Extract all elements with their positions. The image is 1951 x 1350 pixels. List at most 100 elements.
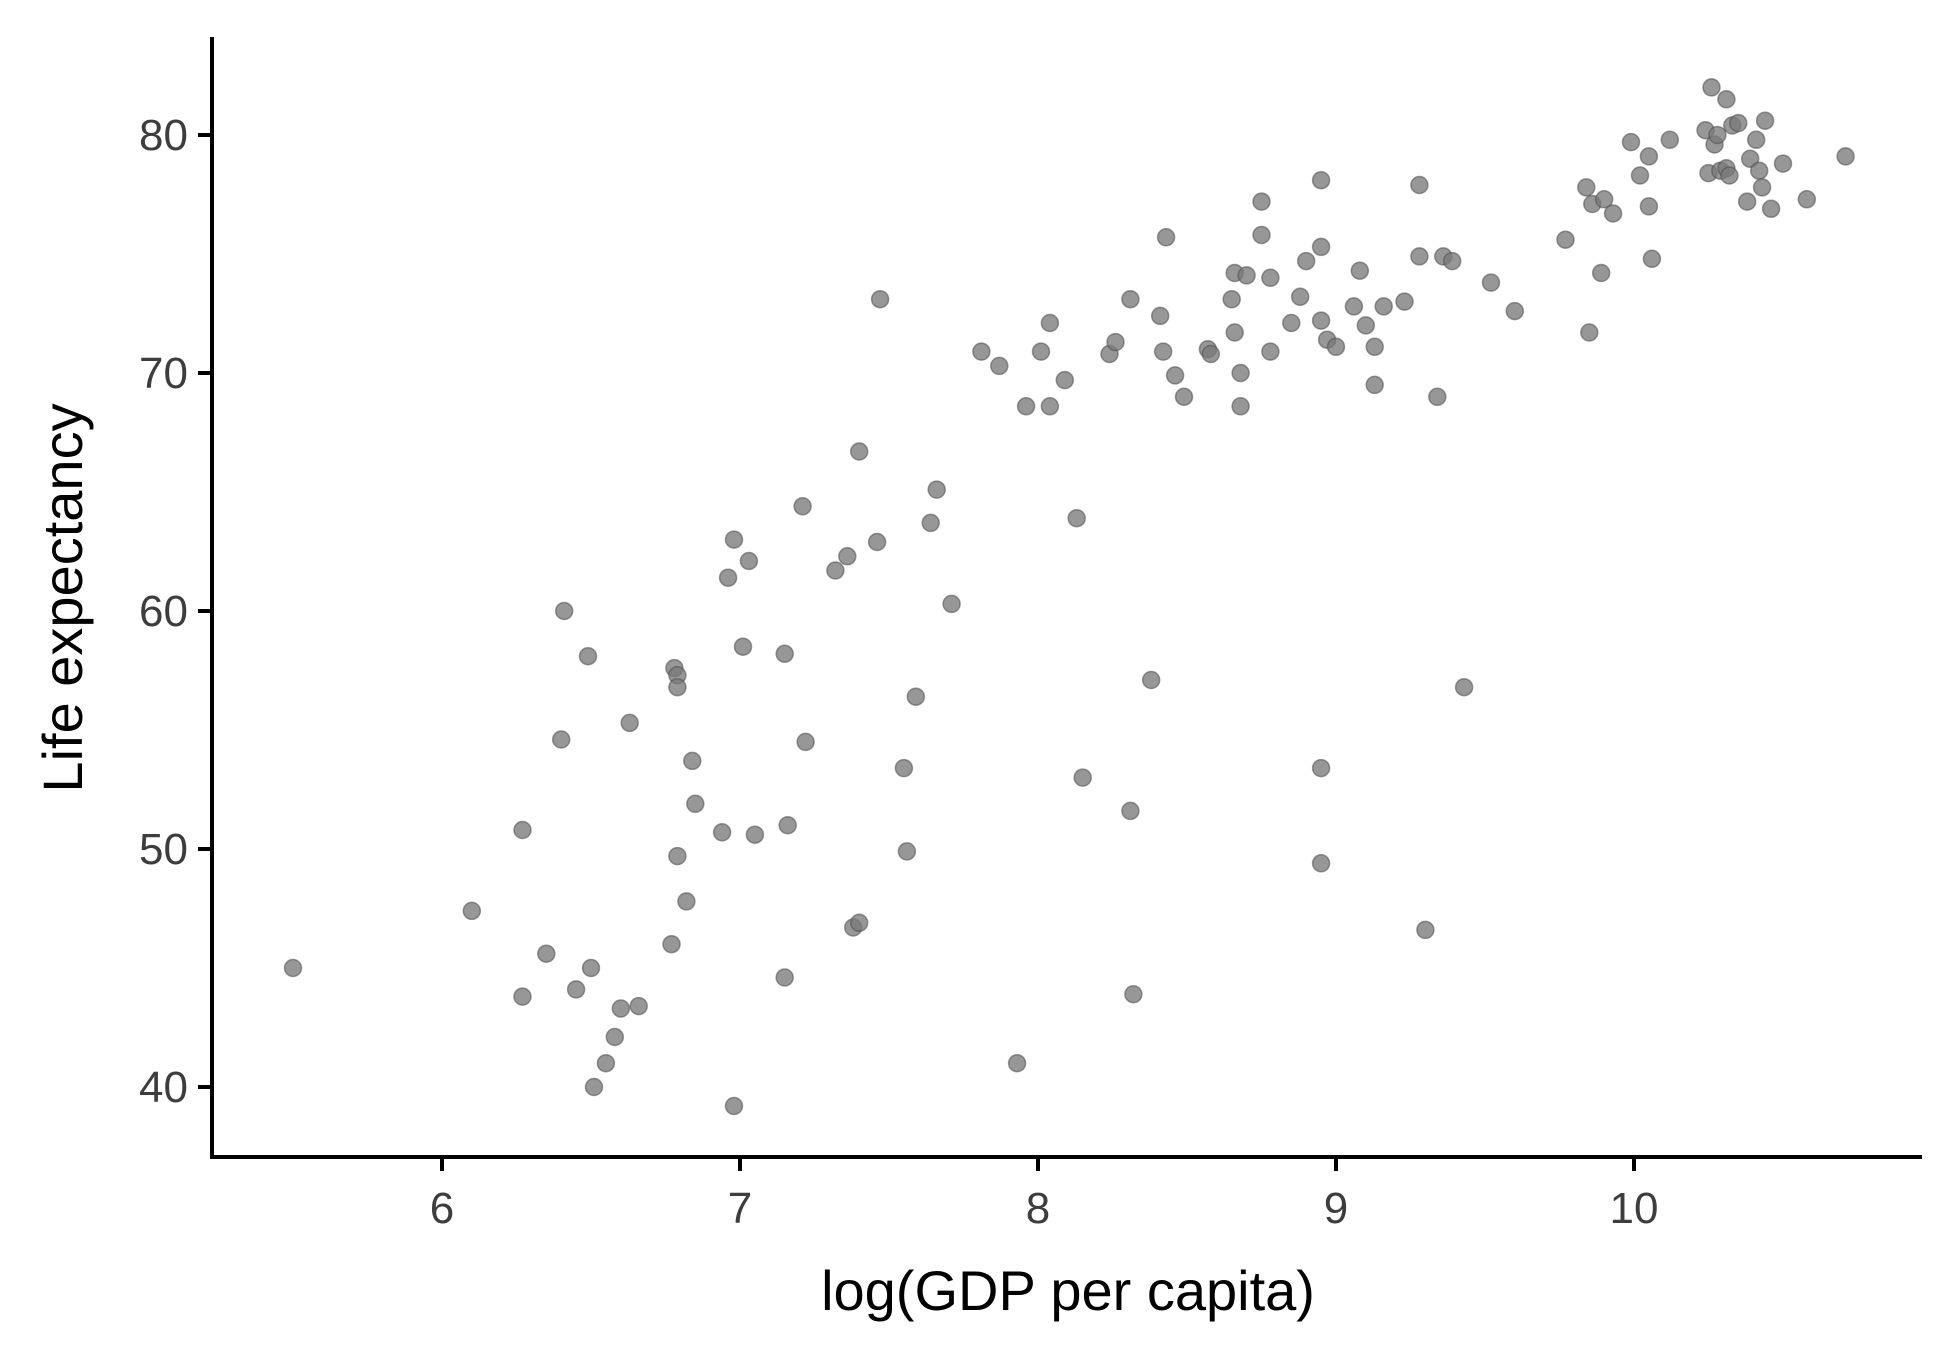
data-point [1729, 113, 1748, 133]
data-point [1416, 920, 1435, 940]
data-point [1225, 323, 1244, 342]
data-point [578, 646, 598, 666]
data-point [1031, 342, 1051, 361]
data-point [990, 356, 1009, 376]
data-point [1749, 161, 1769, 180]
data-point [1156, 228, 1176, 247]
data-point [733, 637, 753, 656]
x-tick-label: 6 [430, 1184, 454, 1233]
data-point [739, 551, 759, 571]
data-point [1720, 166, 1739, 185]
data-point [554, 601, 574, 621]
data-point [1124, 984, 1143, 1004]
data-point [1580, 323, 1599, 342]
data-point [1621, 132, 1641, 152]
data-point [1642, 249, 1662, 269]
data-point [1365, 337, 1384, 357]
x-tick-label: 8 [1026, 1184, 1050, 1233]
data-point [1708, 125, 1727, 145]
data-point [1761, 199, 1781, 219]
y-axis-title: Life expectancy [31, 403, 94, 792]
data-point [596, 1053, 616, 1073]
data-point [1591, 263, 1611, 283]
data-point [838, 547, 857, 566]
data-point [1702, 78, 1721, 97]
data-point [1311, 311, 1331, 330]
data-point [1311, 237, 1331, 257]
data-point [581, 958, 601, 978]
data-point [537, 944, 556, 963]
data-point [1231, 363, 1250, 383]
data-point [897, 842, 917, 861]
y-tick-label: 70 [139, 349, 188, 398]
data-point [1055, 370, 1075, 390]
data-point [584, 1077, 604, 1097]
data-point [1752, 178, 1772, 197]
data-point [1410, 247, 1429, 266]
data-point [551, 730, 571, 749]
data-point [1556, 230, 1575, 249]
data-point [870, 289, 890, 309]
data-point [942, 594, 961, 614]
data-point [849, 442, 869, 461]
data-point [1746, 130, 1766, 150]
data-point [796, 732, 815, 752]
data-point [611, 999, 631, 1018]
data-point [1040, 397, 1060, 416]
data-point [1067, 508, 1086, 528]
data-point [1311, 758, 1331, 778]
data-point [1660, 130, 1680, 150]
data-point [629, 996, 648, 1016]
data-point [668, 846, 687, 866]
data-point [677, 892, 696, 911]
data-point [462, 901, 482, 921]
data-point [1454, 677, 1474, 697]
data-point [724, 1096, 744, 1116]
data-point [778, 815, 797, 835]
data-point [620, 713, 639, 733]
data-point [927, 480, 946, 499]
data-point [1326, 337, 1346, 357]
data-point [1344, 297, 1364, 316]
data-point [1150, 306, 1170, 326]
data-point [283, 958, 303, 978]
data-point [1365, 375, 1384, 395]
data-point [1073, 768, 1092, 787]
data-point [686, 794, 705, 814]
data-point [1356, 316, 1376, 335]
data-point [1141, 670, 1161, 690]
data-point [1231, 397, 1250, 416]
data-point [1016, 397, 1036, 416]
data-point [1395, 292, 1414, 311]
y-tick-label: 50 [139, 825, 188, 874]
data-point [1428, 387, 1447, 407]
y-tick-label: 40 [139, 1063, 188, 1112]
data-point [826, 561, 845, 580]
data-point [849, 913, 869, 933]
data-point [724, 530, 744, 549]
data-point [683, 751, 702, 771]
data-point [1252, 225, 1271, 245]
data-point [1639, 147, 1659, 166]
y-axis-ticks: 40 50 60 70 80 [139, 111, 212, 1112]
data-point [1639, 197, 1659, 216]
data-point [745, 825, 765, 844]
data-point [1350, 261, 1370, 280]
data-point [1007, 1053, 1027, 1073]
data-point [1505, 301, 1525, 321]
data-point [1311, 170, 1331, 190]
data-point [1282, 313, 1301, 333]
data-point [1296, 251, 1316, 271]
data-point [668, 677, 687, 697]
data-point [1311, 854, 1331, 873]
data-point [1577, 178, 1596, 197]
data-point [1165, 366, 1185, 385]
data-point [972, 342, 991, 361]
data-point [1261, 342, 1280, 361]
y-tick-label: 80 [139, 111, 188, 160]
data-point [1237, 266, 1256, 285]
data-point [1836, 147, 1855, 166]
data-point [1121, 289, 1140, 309]
x-tick-label: 7 [728, 1184, 752, 1233]
x-tick-label: 9 [1324, 1184, 1348, 1233]
